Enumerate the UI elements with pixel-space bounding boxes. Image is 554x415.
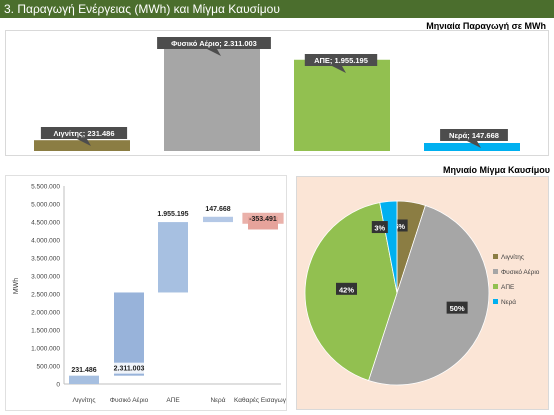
waterfall-label-box <box>150 208 196 220</box>
pie-label-box <box>335 282 357 295</box>
fuel-mix-title: Μηνιαίο Μίγμα Καυσίμου <box>442 165 550 175</box>
fuel-mix-pie-svg: 5% 50% 42% 3% Λιγνίτης Φυσικό Αέριο ΑΠΕ Νερά <box>304 200 540 386</box>
waterfall-y-axis-title: MWh <box>13 278 20 294</box>
production-data-label: Νερά; 147.668 <box>449 131 499 140</box>
waterfall-svg: 0 500.000 1.000.000 1.500.000 2.000.000 2.500… <box>13 184 292 405</box>
waterfall-data-label: 2.311.003 <box>114 366 145 373</box>
production-label-box <box>157 37 271 49</box>
section-header: 3. Παραγωγή Ενέργειας (MWh) και Μίγμα Κα… <box>0 0 554 18</box>
pie-legend-swatch <box>493 269 498 274</box>
pie-legend-swatch <box>493 254 498 259</box>
production-label-box <box>440 129 508 141</box>
waterfall-data-label: 231.486 <box>71 367 96 374</box>
pie-slice <box>368 204 490 386</box>
waterfall-y-tick-label: 5.000.000 <box>31 202 60 209</box>
pie-data-label: 3% <box>374 224 385 233</box>
production-label-pointer <box>332 66 346 73</box>
production-bar <box>294 59 390 151</box>
production-data-label: Φυσικό Αέριο; 2.311.003 <box>171 39 257 48</box>
waterfall-y-tick-label: 5.500.000 <box>31 184 60 191</box>
waterfall-y-tick-label: 2.000.000 <box>31 310 60 317</box>
waterfall-y-tick-label: 3.000.000 <box>31 274 60 281</box>
pie-legend-swatch <box>493 284 498 289</box>
production-bar <box>164 43 260 151</box>
waterfall-data-label: 1.955.195 <box>157 211 188 218</box>
waterfall-label-box <box>199 202 237 214</box>
production-label-box <box>304 54 378 66</box>
production-data-label: ΑΠΕ; 1.955.195 <box>314 56 368 65</box>
waterfall-data-label: 147.668 <box>205 206 230 213</box>
pie-legend-label: ΑΠΕ <box>501 284 515 291</box>
production-data-label: Λιγνίτης; 231.486 <box>53 129 114 138</box>
production-label-box <box>40 127 128 139</box>
waterfall-y-tick-label: 3.500.000 <box>31 256 60 263</box>
waterfall-x-tick-label: ΑΠΕ <box>166 397 180 404</box>
waterfall-y-tick-label: 4.500.000 <box>31 220 60 227</box>
waterfall-y-tick-label: 1.000.000 <box>31 346 60 353</box>
waterfall-label-box <box>106 362 152 374</box>
production-label-pointer <box>207 49 221 56</box>
production-bar <box>424 143 520 151</box>
pie-legend-label: Νερά <box>501 298 516 306</box>
waterfall-bar <box>114 292 144 376</box>
waterfall-chart: 0 500.000 1.000.000 1.500.000 2.000.000 2.500… <box>5 175 292 411</box>
pie-legend-label: Λιγνίτης <box>501 253 524 261</box>
waterfall-label-box <box>65 364 103 375</box>
section-title: 3. Παραγωγή Ενέργειας (MWh) και Μίγμα Κα… <box>4 2 280 16</box>
waterfall-x-tick-label: Λιγνίτης <box>72 396 95 404</box>
waterfall-y-tick-label: 4.000.000 <box>31 238 60 245</box>
waterfall-x-tick-label: Φυσικό Αέριο <box>110 396 149 404</box>
pie-legend-label: Φυσικό Αέριο <box>501 268 540 276</box>
pie-legend-swatch <box>493 299 498 304</box>
waterfall-bar <box>203 216 233 223</box>
pie-label-box <box>446 301 468 314</box>
monthly-production-svg: Λιγνίτης; 231.486 Φυσικό Αέριο; 2.311.003… <box>34 37 520 151</box>
waterfall-y-tick-label: 2.500.000 <box>31 292 60 299</box>
waterfall-data-label: -353.491 <box>249 216 277 223</box>
waterfall-y-tick-label: 1.500.000 <box>31 328 60 335</box>
fuel-mix-pie-chart: 5% 50% 42% 3% Λιγνίτης Φυσικό Αέριο ΑΠΕ Νερά <box>296 176 549 410</box>
production-bar <box>34 140 130 151</box>
production-label-pointer <box>467 141 481 148</box>
pie-data-label: 50% <box>450 304 465 313</box>
monthly-production-title: Μηνιαία Παραγωγή σε MWh <box>426 21 546 31</box>
pie-data-label: 5% <box>394 222 405 231</box>
waterfall-label-box <box>242 212 284 224</box>
production-label-pointer <box>77 139 91 146</box>
waterfall-bar <box>158 222 188 293</box>
waterfall-y-tick-label: 500.000 <box>37 364 61 371</box>
pie-data-label: 42% <box>339 285 354 294</box>
pie-label-box <box>371 221 388 234</box>
waterfall-x-tick-label: Καθαρές Εισαγωγές <box>234 396 286 404</box>
waterfall-x-tick-label: Νερά <box>210 396 225 404</box>
waterfall-bar <box>69 375 99 384</box>
waterfall-y-tick-label: 0 <box>56 382 60 389</box>
monthly-production-chart: Λιγνίτης; 231.486 Φυσικό Αέριο; 2.311.003… <box>5 30 549 156</box>
